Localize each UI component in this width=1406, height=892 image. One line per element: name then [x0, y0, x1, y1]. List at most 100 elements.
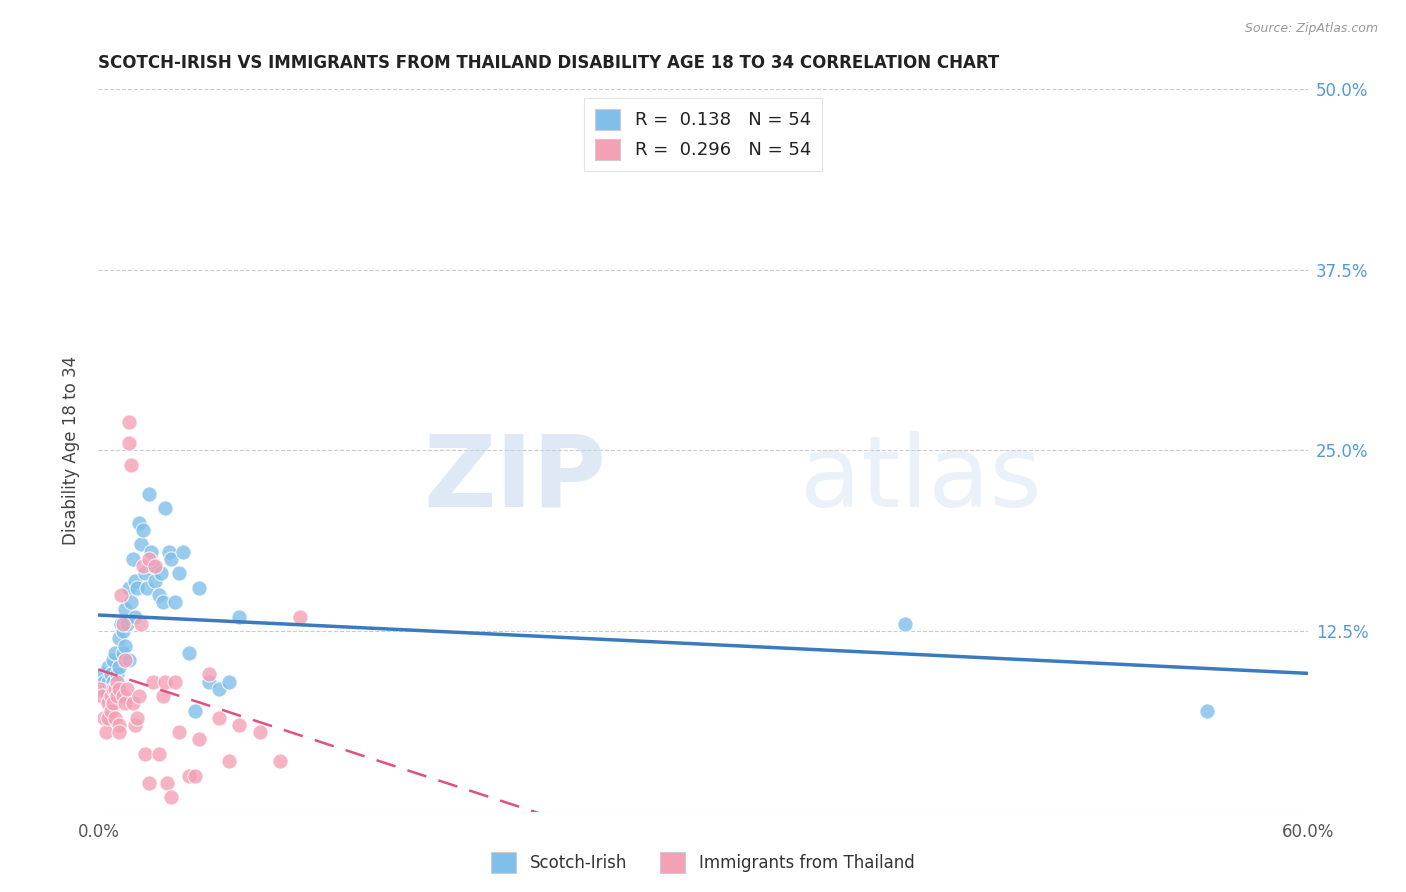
Point	[156, 776, 179, 790]
Point	[124, 609, 146, 624]
Point	[97, 674, 120, 689]
Point	[148, 588, 170, 602]
Point	[97, 711, 120, 725]
Point	[89, 681, 111, 696]
Point	[134, 566, 156, 581]
Point	[120, 595, 142, 609]
Point	[132, 559, 155, 574]
Point	[111, 689, 134, 703]
Point	[198, 667, 221, 681]
Point	[208, 681, 231, 696]
Point	[101, 653, 124, 667]
Point	[124, 574, 146, 588]
Point	[160, 551, 183, 566]
Point	[118, 415, 141, 429]
Point	[110, 588, 132, 602]
Point	[135, 581, 157, 595]
Point	[163, 595, 186, 609]
Point	[118, 436, 141, 450]
Point	[107, 660, 129, 674]
Legend: Scotch-Irish, Immigrants from Thailand: Scotch-Irish, Immigrants from Thailand	[485, 846, 921, 880]
Point	[208, 711, 231, 725]
Point	[142, 674, 165, 689]
Point	[97, 696, 120, 710]
Point	[184, 769, 207, 783]
Text: ZIP: ZIP	[423, 431, 606, 528]
Point	[172, 544, 194, 558]
Point	[125, 581, 148, 595]
Point	[101, 681, 124, 696]
Point	[218, 674, 240, 689]
Point	[163, 674, 186, 689]
Point	[107, 681, 129, 696]
Point	[134, 747, 156, 761]
Point	[105, 667, 128, 681]
Point	[128, 689, 150, 703]
Point	[91, 667, 114, 681]
Point	[103, 711, 125, 725]
Point	[288, 609, 311, 624]
Point	[269, 754, 291, 768]
Point	[142, 559, 165, 574]
Point	[100, 704, 122, 718]
Point	[114, 653, 136, 667]
Point	[138, 487, 160, 501]
Point	[107, 725, 129, 739]
Point	[101, 696, 124, 710]
Point	[228, 609, 250, 624]
Point	[152, 689, 174, 703]
Text: SCOTCH-IRISH VS IMMIGRANTS FROM THAILAND DISABILITY AGE 18 TO 34 CORRELATION CHA: SCOTCH-IRISH VS IMMIGRANTS FROM THAILAND…	[98, 54, 1000, 72]
Point	[153, 501, 176, 516]
Point	[167, 566, 190, 581]
Point	[152, 595, 174, 609]
Legend: R =  0.138   N = 54, R =  0.296   N = 54: R = 0.138 N = 54, R = 0.296 N = 54	[583, 98, 823, 170]
Point	[115, 616, 138, 631]
Point	[96, 681, 118, 696]
Point	[107, 632, 129, 646]
Point	[198, 674, 221, 689]
Point	[167, 725, 190, 739]
Point	[97, 660, 120, 674]
Text: Source: ZipAtlas.com: Source: ZipAtlas.com	[1244, 22, 1378, 36]
Point	[143, 559, 166, 574]
Point	[120, 458, 142, 472]
Point	[93, 674, 115, 689]
Point	[188, 581, 211, 595]
Point	[132, 523, 155, 537]
Point	[103, 646, 125, 660]
Point	[111, 646, 134, 660]
Point	[111, 624, 134, 639]
Point	[184, 704, 207, 718]
Point	[139, 544, 162, 558]
Point	[118, 653, 141, 667]
Point	[188, 732, 211, 747]
Point	[105, 681, 128, 696]
Point	[114, 602, 136, 616]
Point	[91, 689, 114, 703]
Point	[128, 516, 150, 530]
Point	[93, 711, 115, 725]
Point	[160, 790, 183, 805]
Point	[103, 681, 125, 696]
Point	[100, 667, 122, 681]
Point	[125, 711, 148, 725]
Text: atlas: atlas	[800, 431, 1042, 528]
Point	[107, 718, 129, 732]
Point	[129, 537, 152, 551]
Point	[105, 689, 128, 703]
Point	[111, 616, 134, 631]
Point	[110, 616, 132, 631]
Point	[149, 566, 172, 581]
Point	[138, 776, 160, 790]
Point	[179, 646, 201, 660]
Point	[138, 551, 160, 566]
Point	[228, 718, 250, 732]
Point	[893, 616, 915, 631]
Point	[96, 725, 118, 739]
Point	[249, 725, 271, 739]
Point	[105, 674, 128, 689]
Point	[100, 689, 122, 703]
Point	[114, 639, 136, 653]
Point	[124, 718, 146, 732]
Point	[115, 681, 138, 696]
